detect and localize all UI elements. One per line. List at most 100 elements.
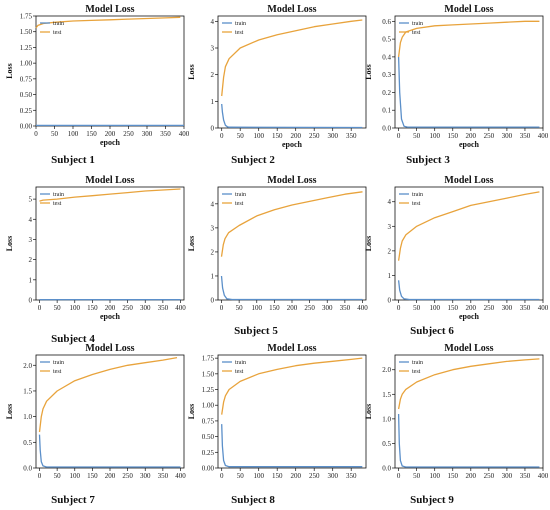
x-tick-label: 100 — [429, 304, 440, 312]
x-tick-label: 400 — [538, 132, 549, 140]
y-tick-label: 2 — [29, 256, 33, 264]
legend-label-train: train — [235, 360, 246, 366]
x-tick-label: 200 — [105, 472, 116, 480]
x-tick-label: 300 — [327, 472, 338, 480]
series-line-train — [397, 56, 540, 128]
legend-label-test: test — [412, 201, 421, 207]
y-axis-label: Loss — [364, 64, 373, 80]
legend-label-train: train — [412, 192, 423, 198]
x-tick-label: 200 — [105, 304, 116, 312]
y-axis-label: Loss — [5, 236, 14, 252]
chart-title: Model Loss — [444, 175, 493, 186]
x-tick-label: 50 — [413, 132, 421, 140]
x-tick-label: 150 — [87, 304, 98, 312]
x-tick-label: 300 — [502, 132, 513, 140]
subject-caption: Subject 3 — [406, 154, 450, 166]
x-axis-label: epoch — [459, 140, 480, 149]
y-tick-label: 1.75 — [20, 13, 33, 21]
x-tick-label: 200 — [466, 304, 477, 312]
y-tick-label: 0.5 — [23, 439, 32, 447]
y-tick-label: 1 — [211, 98, 215, 106]
y-tick-label: 0.25 — [202, 449, 215, 457]
series-line-test — [221, 357, 363, 415]
y-axis-label: Loss — [364, 236, 373, 252]
series-line-test — [39, 188, 181, 202]
y-tick-label: 0 — [211, 125, 215, 133]
subject-caption: Subject 1 — [51, 154, 95, 166]
y-tick-label: 3 — [388, 223, 392, 231]
chart-panel-3: Model Loss 0 50 100 150 200 250 300 350 400 0.0 0.1… — [364, 4, 549, 166]
chart-panel-1: Model Loss 0 50 100 150 200 250 300 350 400 0.00 0.… — [5, 4, 190, 166]
x-tick-label: 350 — [346, 472, 357, 480]
subject-caption: Subject 4 — [51, 333, 95, 345]
legend-label-test: test — [235, 201, 244, 207]
series-line-train — [221, 103, 363, 129]
chart-panel-7: Model Loss 0 50 100 150 200 250 300 350 400 0.0 0.5… — [5, 343, 186, 506]
y-tick-label: 0.5 — [382, 36, 391, 44]
x-tick-label: 100 — [429, 472, 440, 480]
plot-frame — [217, 354, 367, 469]
y-tick-label: 2 — [211, 71, 215, 79]
legend-label-test: test — [53, 369, 62, 375]
x-tick-label: 0 — [397, 472, 401, 480]
y-tick-label: 0.00 — [20, 123, 33, 131]
y-tick-label: 0.5 — [382, 440, 391, 448]
y-tick-label: 0.00 — [202, 465, 215, 473]
x-axis-label: epoch — [100, 138, 121, 147]
x-tick-label: 200 — [287, 304, 298, 312]
x-tick-label: 400 — [538, 304, 549, 312]
x-tick-label: 350 — [520, 472, 531, 480]
chart-panel-6: Model Loss 0 50 100 150 200 250 300 350 400 0 1 2 3 4 e… — [364, 175, 549, 337]
x-tick-label: 200 — [290, 472, 301, 480]
legend-label-test: test — [235, 30, 244, 36]
legend-label-test: test — [412, 369, 421, 375]
legend-label-train: train — [412, 360, 423, 366]
y-tick-label: 2 — [388, 247, 392, 255]
x-tick-label: 250 — [484, 304, 495, 312]
x-tick-label: 0 — [34, 130, 38, 138]
x-tick-label: 200 — [290, 132, 301, 140]
x-axis-label: epoch — [100, 312, 121, 321]
y-tick-label: 1.50 — [20, 28, 33, 36]
y-tick-label: 0 — [211, 297, 215, 305]
x-tick-label: 400 — [538, 472, 549, 480]
subject-caption: Subject 7 — [51, 494, 95, 506]
y-axis-label: Loss — [187, 64, 196, 80]
x-tick-label: 50 — [413, 304, 421, 312]
series-line-test — [35, 16, 181, 29]
chart-title: Model Loss — [267, 175, 316, 186]
x-tick-label: 100 — [70, 304, 81, 312]
x-tick-label: 50 — [236, 304, 244, 312]
y-tick-label: 4 — [211, 200, 215, 208]
x-tick-label: 50 — [51, 130, 59, 138]
x-tick-label: 350 — [158, 304, 169, 312]
chart-panel-9: Model Loss 0 50 100 150 200 250 300 350 400 0.0 0.5… — [364, 343, 549, 506]
chart-title: Model Loss — [444, 343, 493, 354]
y-tick-label: 1.25 — [20, 44, 33, 52]
x-tick-label: 350 — [158, 472, 169, 480]
x-tick-label: 150 — [269, 304, 280, 312]
y-tick-label: 2.0 — [23, 362, 32, 370]
series-line-test — [397, 358, 540, 410]
y-tick-label: 0.0 — [382, 465, 391, 473]
chart-title: Model Loss — [85, 4, 134, 15]
y-axis-label: Loss — [187, 404, 196, 420]
subject-caption: Subject 2 — [231, 154, 275, 166]
x-axis-label: epoch — [282, 140, 303, 149]
legend-label-test: test — [53, 201, 62, 207]
x-tick-label: 300 — [142, 130, 153, 138]
subject-caption: Subject 8 — [231, 494, 275, 506]
y-tick-label: 1.00 — [20, 60, 33, 68]
x-tick-label: 350 — [520, 304, 531, 312]
x-tick-label: 300 — [140, 304, 151, 312]
y-tick-label: 1 — [388, 272, 392, 280]
x-tick-label: 50 — [413, 472, 421, 480]
x-tick-label: 250 — [309, 472, 320, 480]
x-tick-label: 100 — [253, 472, 264, 480]
y-tick-label: 0.2 — [382, 89, 391, 97]
y-tick-label: 2.0 — [382, 366, 391, 374]
x-tick-label: 100 — [429, 132, 440, 140]
y-tick-label: 4 — [388, 198, 392, 206]
x-tick-label: 350 — [346, 132, 357, 140]
plot-frame — [394, 354, 544, 469]
